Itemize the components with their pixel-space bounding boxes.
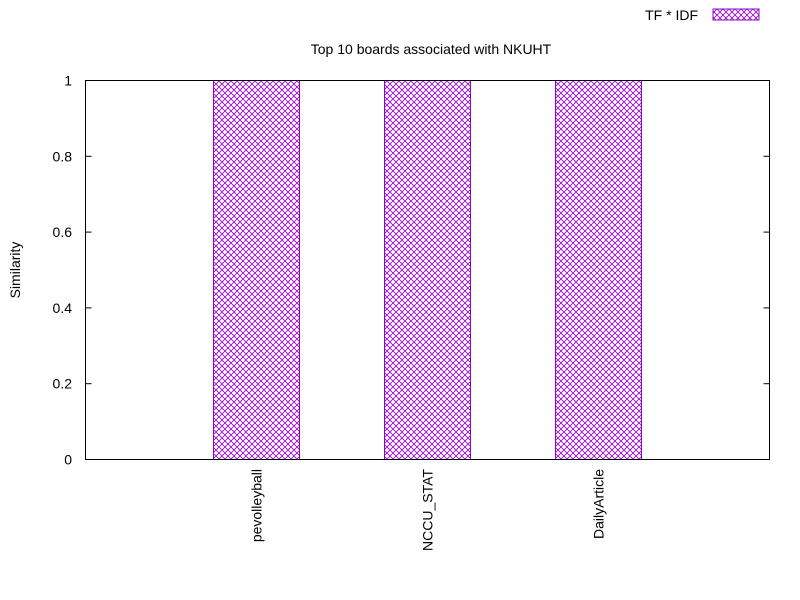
- x-tick-label: pevolleyball: [249, 469, 265, 542]
- y-tick-label: 0.4: [53, 300, 73, 316]
- bars-group: [213, 80, 642, 460]
- y-tick-label: 0.8: [53, 148, 73, 164]
- x-ticks-group: pevolleyball NCCU_STAT DailyArticle: [249, 469, 607, 551]
- bar-dailyarticle: [555, 80, 642, 460]
- y-tick-label: 0: [64, 452, 72, 468]
- y-ticks-group: 0 0.2 0.4 0.6 0.8 1: [53, 73, 770, 468]
- chart-title: Top 10 boards associated with NKUHT: [311, 41, 552, 57]
- plot-frame: [85, 80, 770, 460]
- x-tick-label: DailyArticle: [591, 469, 607, 539]
- bar-pevolleyball: [213, 80, 300, 460]
- legend: TF * IDF: [645, 7, 760, 23]
- y-tick-label: 0.6: [53, 224, 73, 240]
- legend-swatch: [712, 8, 760, 21]
- x-tick-label: NCCU_STAT: [420, 469, 436, 551]
- legend-label: TF * IDF: [645, 7, 698, 23]
- bar-nccu-stat: [384, 80, 471, 460]
- y-tick-label: 1: [64, 73, 72, 89]
- y-axis-label: Similarity: [7, 242, 23, 299]
- y-tick-label: 0.2: [53, 376, 73, 392]
